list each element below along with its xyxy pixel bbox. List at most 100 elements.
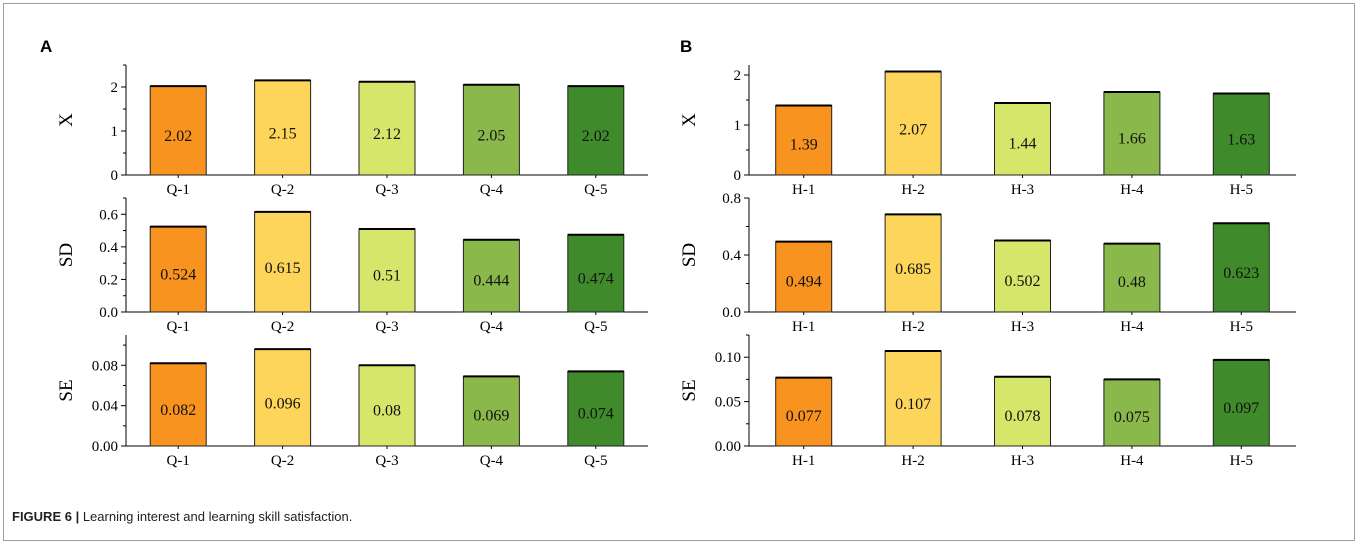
caption-text: Learning interest and learning skill sat…	[79, 509, 353, 524]
bar-b-sd-2	[884, 213, 942, 313]
data-label-a-se-2: 0.096	[265, 395, 301, 412]
category-label-a-sd-3: Q-3	[375, 319, 398, 335]
bar-b-x-1	[775, 105, 833, 176]
y-axis-label-b-sd: SD	[679, 243, 700, 267]
data-label-a-x-1: 2.02	[164, 128, 192, 145]
data-label-b-se-5: 0.097	[1223, 400, 1259, 417]
panel-letter-b: B	[680, 37, 693, 56]
y-axis-label-b-x: X	[679, 113, 700, 127]
category-label-a-x-4: Q-4	[480, 182, 504, 198]
data-label-a-x-5: 2.02	[582, 128, 610, 145]
category-label-b-sd-5: H-5	[1230, 319, 1253, 335]
data-label-b-sd-1: 0.494	[786, 273, 822, 290]
category-label-a-x-2: Q-2	[271, 182, 294, 198]
data-label-a-sd-2: 0.615	[265, 260, 301, 277]
bar-b-se-4	[1103, 378, 1161, 447]
data-label-b-x-3: 1.44	[1009, 136, 1037, 153]
category-label-b-x-1: H-1	[792, 182, 815, 198]
bar-b-se-3	[994, 376, 1051, 447]
y-tick-label-a-sd-1: 0.2	[99, 272, 118, 288]
category-label-a-sd-5: Q-5	[584, 319, 607, 335]
category-label-a-se-2: Q-2	[271, 453, 294, 469]
bar-b-x-3	[994, 102, 1051, 176]
figure-caption: FIGURE 6 | Learning interest and learnin…	[12, 509, 352, 524]
bar-a-sd-3	[358, 228, 416, 313]
category-label-a-se-5: Q-5	[584, 453, 607, 469]
category-label-a-se-4: Q-4	[480, 453, 504, 469]
data-label-a-se-5: 0.074	[578, 405, 614, 422]
y-tick-label-a-x-2: 2	[111, 80, 119, 96]
data-label-b-x-4: 1.66	[1118, 131, 1146, 148]
y-tick-label-b-se-1: 0.05	[715, 395, 741, 411]
data-label-b-x-1: 1.39	[790, 137, 818, 154]
data-label-b-sd-3: 0.502	[1005, 273, 1041, 290]
y-tick-label-b-x-1: 1	[734, 118, 742, 134]
category-label-a-x-5: Q-5	[584, 182, 607, 198]
y-tick-label-b-sd-2: 0.8	[722, 191, 741, 207]
y-tick-label-b-se-0: 0.00	[715, 439, 741, 455]
y-tick-label-a-x-0: 0	[111, 168, 119, 184]
bar-b-sd-1	[775, 241, 833, 313]
bar-b-se-1	[775, 377, 833, 447]
category-label-b-se-3: H-3	[1011, 453, 1034, 469]
category-label-a-sd-2: Q-2	[271, 319, 294, 335]
y-tick-label-a-sd-0: 0.0	[99, 305, 118, 321]
y-tick-label-a-se-0: 0.00	[92, 439, 118, 455]
data-label-a-x-2: 2.15	[269, 125, 297, 142]
y-tick-label-b-x-0: 0	[734, 168, 742, 184]
data-label-b-se-2: 0.107	[895, 396, 931, 413]
category-label-b-sd-3: H-3	[1011, 319, 1034, 335]
category-label-a-sd-1: Q-1	[167, 319, 190, 335]
bar-a-sd-2	[254, 211, 312, 313]
data-label-a-sd-3: 0.51	[373, 268, 401, 285]
bar-b-x-5	[1212, 93, 1270, 176]
category-label-b-sd-1: H-1	[792, 319, 815, 335]
data-label-b-sd-4: 0.48	[1118, 274, 1146, 291]
y-tick-label-a-sd-3: 0.6	[99, 207, 118, 223]
bar-a-x-1	[149, 85, 207, 176]
bar-a-se-2	[254, 348, 312, 447]
data-label-a-se-1: 0.082	[160, 402, 196, 419]
category-label-a-x-1: Q-1	[167, 182, 190, 198]
bar-a-se-4	[462, 375, 520, 447]
data-label-a-sd-1: 0.524	[160, 267, 196, 284]
data-label-a-sd-5: 0.474	[578, 270, 614, 287]
data-label-b-sd-5: 0.623	[1223, 265, 1259, 282]
data-label-b-se-1: 0.077	[786, 408, 822, 425]
bar-a-sd-1	[149, 226, 207, 313]
category-label-b-sd-2: H-2	[901, 319, 924, 335]
data-label-b-se-4: 0.075	[1114, 409, 1150, 426]
data-label-a-se-4: 0.069	[473, 408, 509, 425]
category-label-b-x-4: H-4	[1120, 182, 1144, 198]
data-label-b-sd-2: 0.685	[895, 261, 931, 278]
data-label-b-x-2: 2.07	[899, 121, 927, 138]
y-axis-label-b-se: SE	[679, 379, 700, 401]
category-label-b-se-1: H-1	[792, 453, 815, 469]
category-label-b-x-3: H-3	[1011, 182, 1034, 198]
category-label-a-se-1: Q-1	[167, 453, 190, 469]
data-label-b-x-5: 1.63	[1227, 131, 1255, 148]
data-label-a-sd-4: 0.444	[473, 272, 509, 289]
panel-letter-a: A	[40, 37, 53, 56]
y-tick-label-b-se-2: 0.10	[715, 350, 741, 366]
category-label-b-x-5: H-5	[1230, 182, 1253, 198]
category-label-b-se-4: H-4	[1120, 453, 1144, 469]
y-axis-label-a-sd: SD	[56, 243, 77, 267]
y-tick-label-b-sd-0: 0.0	[722, 305, 741, 321]
data-label-a-x-3: 2.12	[373, 126, 401, 143]
caption-label: FIGURE 6 |	[12, 509, 80, 524]
category-label-a-x-3: Q-3	[375, 182, 398, 198]
category-label-b-se-2: H-2	[901, 453, 924, 469]
category-label-a-sd-4: Q-4	[480, 319, 504, 335]
category-label-b-sd-4: H-4	[1120, 319, 1144, 335]
y-tick-label-a-se-2: 0.08	[92, 358, 118, 374]
y-tick-label-a-sd-2: 0.4	[99, 240, 118, 256]
category-label-b-x-2: H-2	[901, 182, 924, 198]
bar-a-sd-5	[567, 234, 625, 313]
y-axis-label-a-x: X	[56, 113, 77, 127]
category-label-a-se-3: Q-3	[375, 453, 398, 469]
bar-b-se-5	[1212, 359, 1270, 447]
y-tick-label-a-x-1: 1	[111, 124, 119, 140]
bar-a-x-3	[358, 81, 416, 176]
